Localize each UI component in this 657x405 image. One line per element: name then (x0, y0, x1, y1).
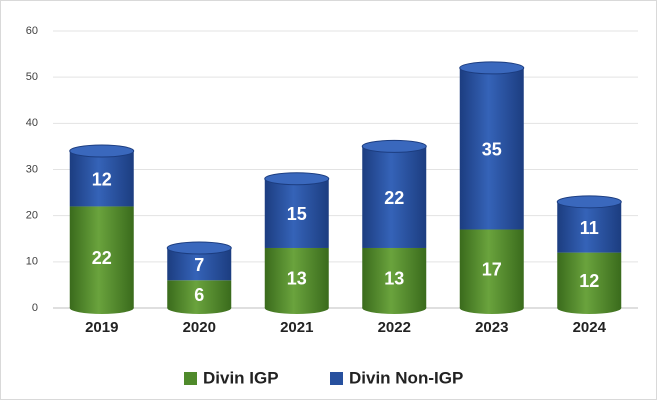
legend-label: Divin Non-IGP (349, 368, 463, 387)
y-tick-label: 0 (32, 302, 38, 314)
bar-top (69, 144, 135, 158)
data-label: 22 (92, 248, 112, 268)
x-tick-label: 2023 (475, 319, 508, 336)
y-tick-label: 40 (26, 117, 38, 129)
data-label: 12 (579, 271, 599, 291)
bar-top (556, 195, 622, 209)
y-tick-label: 30 (26, 163, 38, 175)
y-tick-label: 10 (26, 256, 38, 268)
data-label: 15 (287, 204, 307, 224)
bar-segment (557, 252, 622, 308)
data-label: 12 (92, 169, 112, 189)
data-label: 7 (194, 255, 204, 275)
x-tick-label: 2019 (85, 319, 118, 336)
legend-swatch (184, 372, 197, 385)
bar-segment (264, 178, 329, 248)
data-label: 13 (287, 269, 307, 289)
bar-top (264, 172, 330, 186)
bar-segment (362, 247, 427, 308)
data-label: 35 (482, 139, 502, 159)
bar-segment (264, 247, 329, 308)
data-label: 22 (384, 188, 404, 208)
x-tick-label: 2022 (378, 319, 411, 336)
data-label: 13 (384, 269, 404, 289)
bar-segment (167, 280, 232, 308)
bar-segment (459, 229, 524, 308)
bar-segment (69, 206, 134, 308)
x-tick-label: 2020 (183, 319, 216, 336)
x-tick-label: 2021 (280, 319, 313, 336)
y-tick-label: 20 (26, 210, 38, 222)
legend-swatch (330, 372, 343, 385)
bar-top (459, 61, 525, 75)
bar-segment (69, 151, 134, 207)
y-tick-label: 60 (26, 25, 38, 37)
bar-top (361, 139, 427, 153)
bar-segment (459, 67, 524, 230)
legend-label: Divin IGP (203, 368, 279, 387)
data-label: 11 (580, 218, 599, 238)
bar-segment (362, 146, 427, 248)
y-tick-label: 50 (26, 71, 38, 83)
x-tick-label: 2024 (573, 319, 607, 336)
bar-segment (557, 201, 622, 253)
bar-top (166, 241, 232, 255)
data-label: 6 (194, 285, 204, 305)
data-label: 17 (482, 260, 502, 280)
